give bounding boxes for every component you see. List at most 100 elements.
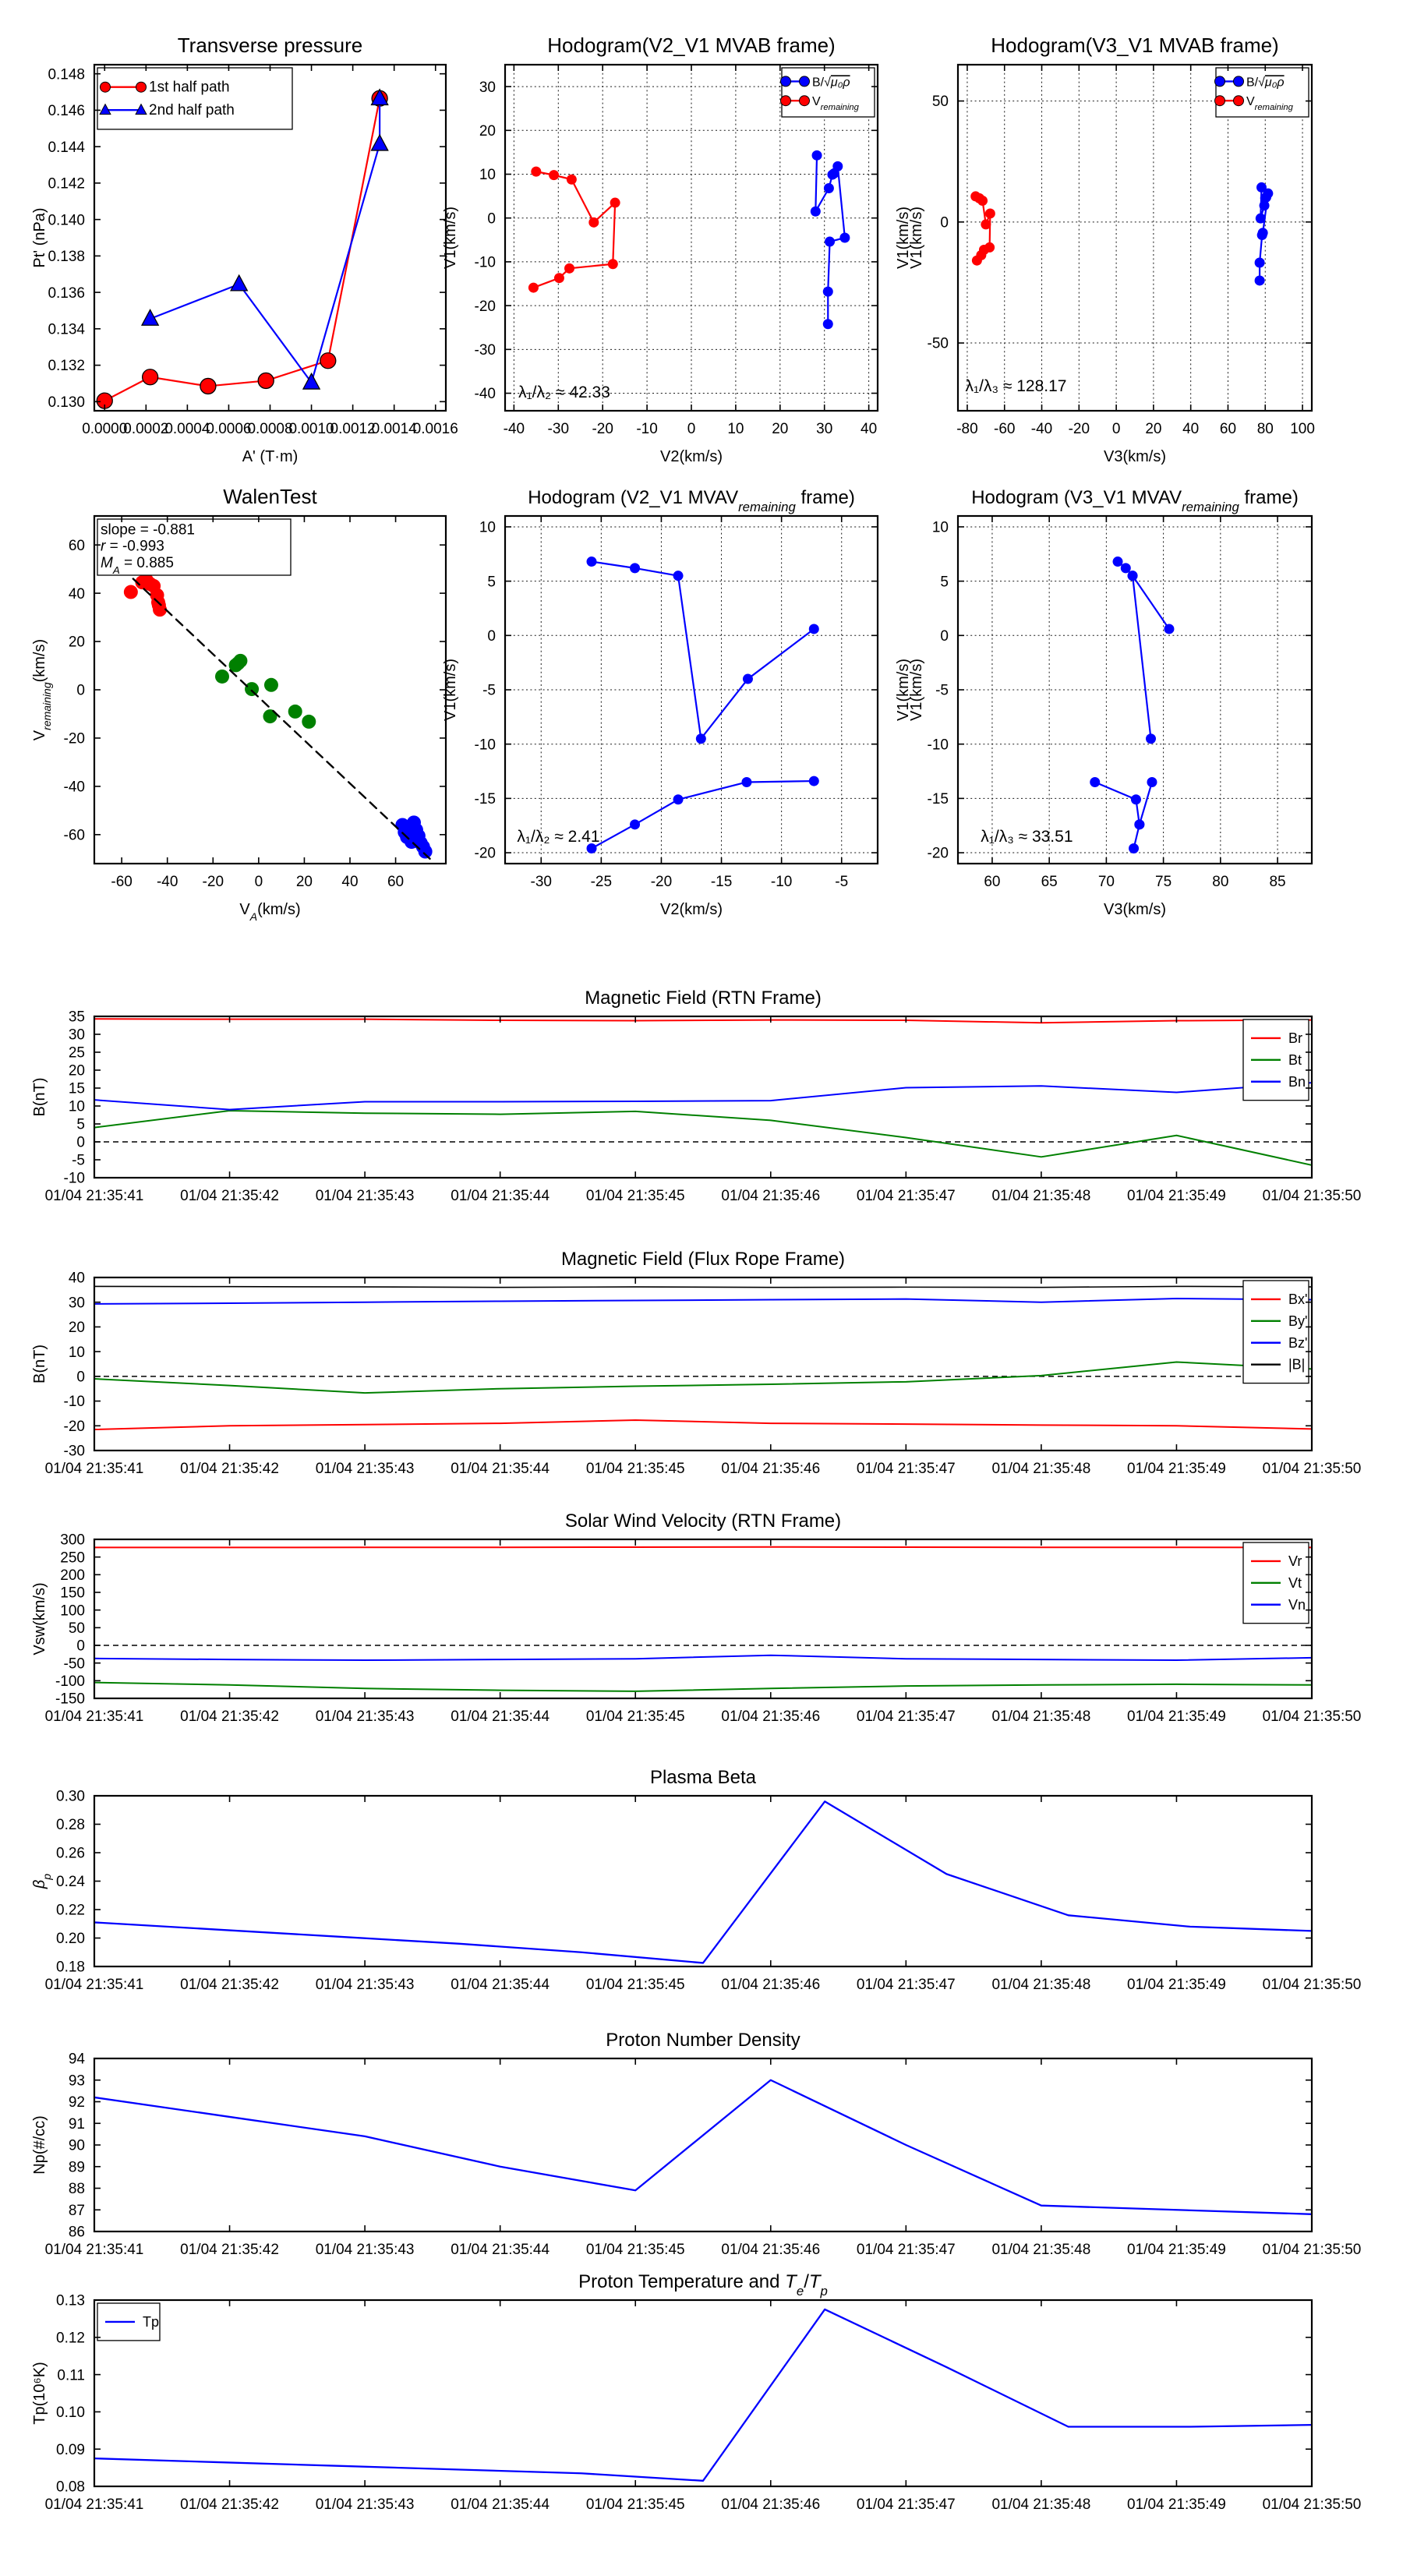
svg-text:Bn: Bn bbox=[1288, 1074, 1306, 1090]
svg-text:0: 0 bbox=[76, 1135, 85, 1151]
svg-text:-5: -5 bbox=[835, 874, 848, 890]
svg-text:01/04 21:35:49: 01/04 21:35:49 bbox=[1127, 2242, 1226, 2258]
svg-text:V1(km/s): V1(km/s) bbox=[442, 659, 459, 721]
svg-text:0: 0 bbox=[487, 210, 496, 227]
svg-text:01/04 21:35:49: 01/04 21:35:49 bbox=[1127, 1708, 1226, 1725]
svg-text:40: 40 bbox=[1182, 421, 1199, 437]
svg-text:20: 20 bbox=[1145, 421, 1161, 437]
svg-text:λ₁/λ₃ ≈ 128.17: λ₁/λ₃ ≈ 128.17 bbox=[966, 377, 1067, 395]
svg-text:-20: -20 bbox=[475, 299, 496, 315]
svg-text:200: 200 bbox=[60, 1567, 85, 1584]
svg-text:0: 0 bbox=[76, 1638, 85, 1655]
svg-text:01/04 21:35:48: 01/04 21:35:48 bbox=[991, 2496, 1090, 2513]
svg-text:-10: -10 bbox=[64, 1394, 85, 1410]
svg-text:15: 15 bbox=[69, 1081, 85, 1097]
svg-text:0.148: 0.148 bbox=[48, 66, 85, 83]
svg-text:300: 300 bbox=[60, 1532, 85, 1549]
svg-text:01/04 21:35:43: 01/04 21:35:43 bbox=[316, 2496, 415, 2513]
svg-text:-40: -40 bbox=[475, 386, 496, 402]
svg-text:30: 30 bbox=[816, 421, 832, 437]
svg-text:0.0000: 0.0000 bbox=[82, 421, 127, 437]
svg-text:V3(km/s): V3(km/s) bbox=[1104, 448, 1166, 465]
svg-text:10: 10 bbox=[479, 167, 496, 183]
svg-text:01/04 21:35:44: 01/04 21:35:44 bbox=[451, 1188, 550, 1204]
svg-text:01/04 21:35:48: 01/04 21:35:48 bbox=[991, 1461, 1090, 1477]
svg-text:01/04 21:35:42: 01/04 21:35:42 bbox=[180, 2242, 279, 2258]
svg-text:-10: -10 bbox=[475, 255, 496, 271]
svg-text:0: 0 bbox=[76, 683, 85, 699]
svg-text:-60: -60 bbox=[994, 421, 1015, 437]
svg-text:60: 60 bbox=[984, 874, 1000, 890]
svg-text:A' (T·m): A' (T·m) bbox=[242, 448, 299, 465]
svg-text:0: 0 bbox=[940, 214, 949, 231]
svg-text:-20: -20 bbox=[475, 846, 496, 862]
svg-text:Magnetic Field (Flux Rope Fram: Magnetic Field (Flux Rope Frame) bbox=[561, 1249, 845, 1270]
svg-text:01/04 21:35:45: 01/04 21:35:45 bbox=[586, 1188, 685, 1204]
svg-text:Tp: Tp bbox=[143, 2314, 159, 2330]
svg-text:V2(km/s): V2(km/s) bbox=[660, 448, 723, 465]
svg-text:0.0010: 0.0010 bbox=[288, 421, 334, 437]
svg-text:0: 0 bbox=[1112, 421, 1121, 437]
svg-text:100: 100 bbox=[60, 1602, 85, 1619]
svg-text:35: 35 bbox=[69, 1009, 85, 1026]
svg-text:01/04 21:35:47: 01/04 21:35:47 bbox=[857, 2242, 956, 2258]
svg-text:λ₁/λ₂ ≈ 2.41: λ₁/λ₂ ≈ 2.41 bbox=[517, 828, 599, 846]
svg-text:01/04 21:35:46: 01/04 21:35:46 bbox=[721, 1708, 820, 1725]
svg-text:-40: -40 bbox=[504, 421, 525, 437]
svg-text:01/04 21:35:47: 01/04 21:35:47 bbox=[857, 1708, 956, 1725]
svg-text:87: 87 bbox=[69, 2203, 85, 2219]
svg-text:01/04 21:35:48: 01/04 21:35:48 bbox=[991, 1708, 1090, 1725]
svg-text:91: 91 bbox=[69, 2116, 85, 2133]
svg-text:B(nT): B(nT) bbox=[31, 1345, 48, 1383]
svg-text:B/√μ₀ρ: B/√μ₀ρ bbox=[1246, 76, 1285, 89]
svg-text:Bz': Bz' bbox=[1288, 1335, 1307, 1351]
svg-text:-5: -5 bbox=[72, 1153, 85, 1169]
svg-text:Np(#/cc): Np(#/cc) bbox=[31, 2115, 48, 2175]
svg-text:01/04 21:35:46: 01/04 21:35:46 bbox=[721, 1977, 820, 1993]
svg-text:5: 5 bbox=[76, 1117, 85, 1133]
svg-text:V1(km/s): V1(km/s) bbox=[895, 207, 912, 269]
svg-text:1st half path: 1st half path bbox=[149, 80, 230, 96]
svg-text:λ₁/λ₃ ≈ 33.51: λ₁/λ₃ ≈ 33.51 bbox=[981, 828, 1073, 846]
svg-text:250: 250 bbox=[60, 1549, 85, 1566]
svg-text:-30: -30 bbox=[548, 421, 569, 437]
svg-text:85: 85 bbox=[1269, 874, 1285, 890]
svg-text:01/04 21:35:50: 01/04 21:35:50 bbox=[1263, 2242, 1362, 2258]
svg-text:0.0014: 0.0014 bbox=[372, 421, 418, 437]
svg-text:0.140: 0.140 bbox=[48, 212, 85, 228]
svg-text:40: 40 bbox=[861, 421, 877, 437]
svg-text:0.146: 0.146 bbox=[48, 103, 85, 119]
svg-text:-10: -10 bbox=[771, 874, 792, 890]
svg-text:20: 20 bbox=[772, 421, 788, 437]
svg-text:0.142: 0.142 bbox=[48, 176, 85, 193]
svg-text:60: 60 bbox=[1220, 421, 1236, 437]
svg-text:slope = -0.881: slope = -0.881 bbox=[101, 521, 195, 538]
svg-text:01/04 21:35:48: 01/04 21:35:48 bbox=[991, 2242, 1090, 2258]
svg-text:Vr: Vr bbox=[1288, 1553, 1302, 1569]
svg-text:01/04 21:35:41: 01/04 21:35:41 bbox=[45, 1188, 144, 1204]
svg-text:Pt' (nPa): Pt' (nPa) bbox=[31, 207, 48, 267]
svg-text:-10: -10 bbox=[475, 737, 496, 753]
svg-text:60: 60 bbox=[387, 874, 404, 890]
svg-text:-30: -30 bbox=[475, 342, 496, 359]
svg-text:0.136: 0.136 bbox=[48, 285, 85, 302]
svg-text:01/04 21:35:44: 01/04 21:35:44 bbox=[451, 1708, 550, 1725]
svg-text:40: 40 bbox=[69, 586, 85, 602]
svg-text:0.20: 0.20 bbox=[56, 1931, 85, 1947]
svg-text:-50: -50 bbox=[64, 1655, 85, 1672]
svg-text:01/04 21:35:50: 01/04 21:35:50 bbox=[1263, 1977, 1362, 1993]
svg-text:01/04 21:35:42: 01/04 21:35:42 bbox=[180, 1188, 279, 1204]
svg-text:5: 5 bbox=[940, 574, 949, 590]
svg-text:0.0012: 0.0012 bbox=[330, 421, 376, 437]
svg-text:01/04 21:35:46: 01/04 21:35:46 bbox=[721, 1461, 820, 1477]
svg-text:-25: -25 bbox=[591, 874, 612, 890]
svg-text:01/04 21:35:44: 01/04 21:35:44 bbox=[451, 1461, 550, 1477]
svg-text:Proton Number Density: Proton Number Density bbox=[606, 2030, 800, 2051]
svg-text:0: 0 bbox=[76, 1369, 85, 1386]
svg-text:0: 0 bbox=[487, 628, 496, 645]
svg-text:01/04 21:35:42: 01/04 21:35:42 bbox=[180, 1708, 279, 1725]
svg-text:-20: -20 bbox=[203, 874, 224, 890]
svg-text:-10: -10 bbox=[928, 737, 949, 753]
svg-text:0.130: 0.130 bbox=[48, 394, 85, 411]
svg-text:01/04 21:35:44: 01/04 21:35:44 bbox=[451, 1977, 550, 1993]
